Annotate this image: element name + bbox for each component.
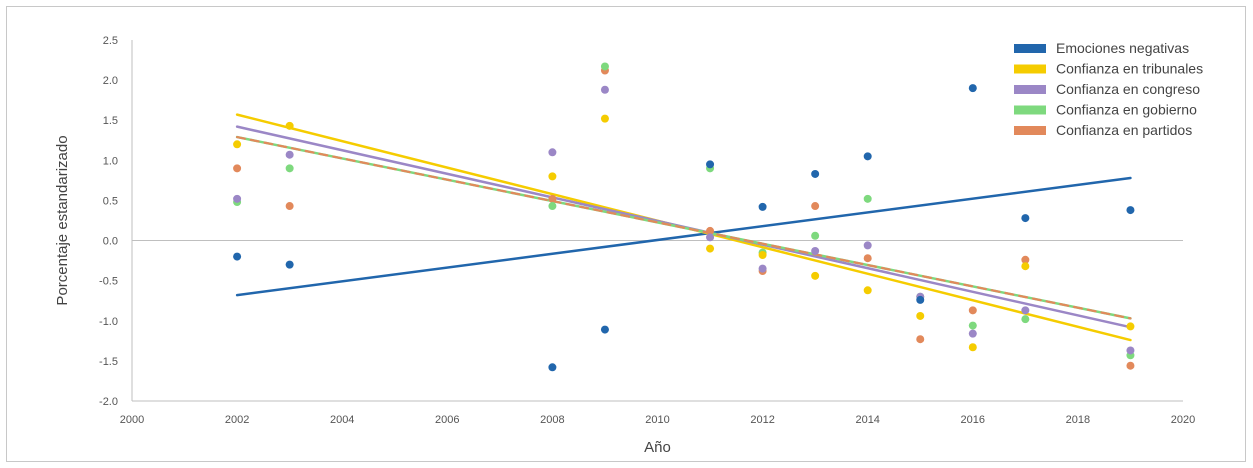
y-tick-label: 2.5 <box>103 35 118 47</box>
data-point <box>1021 262 1030 271</box>
x-tick-label: 2008 <box>540 414 564 426</box>
data-point <box>600 325 609 334</box>
trend-line <box>235 176 1132 297</box>
data-point <box>811 271 820 280</box>
x-tick-label: 2004 <box>330 414 354 426</box>
data-point <box>758 202 767 211</box>
data-point <box>1126 361 1135 370</box>
y-axis-label: Porcentaje estandarizado <box>54 135 71 305</box>
data-point <box>233 194 242 203</box>
legend-swatch <box>1014 64 1046 74</box>
data-point <box>916 295 925 304</box>
x-tick-label: 2012 <box>750 414 774 426</box>
data-point <box>706 233 715 242</box>
y-tick-label: -2.0 <box>99 396 118 408</box>
data-point <box>706 160 715 169</box>
y-tick-label: 0.5 <box>103 195 118 207</box>
y-tick-label: -1.5 <box>99 356 118 368</box>
data-point <box>968 306 977 315</box>
legend-swatch <box>1014 44 1046 53</box>
data-point <box>600 85 609 94</box>
data-point <box>1126 322 1135 331</box>
data-point <box>548 363 557 372</box>
data-point <box>548 202 557 211</box>
data-point <box>706 244 715 253</box>
x-axis-label: Año <box>644 439 671 456</box>
data-point <box>916 311 925 320</box>
data-point <box>285 164 294 173</box>
data-point <box>863 286 872 295</box>
trend-line <box>236 135 1132 320</box>
data-point <box>706 226 715 235</box>
y-tick-label: 2.0 <box>103 75 118 87</box>
data-point <box>811 169 820 178</box>
x-tick-label: 2016 <box>961 414 985 426</box>
data-point <box>758 250 767 259</box>
x-tick-label: 2000 <box>120 414 144 426</box>
data-point <box>1126 346 1135 355</box>
legend-label: Confianza en partidos <box>1056 122 1192 138</box>
x-tick-label: 2018 <box>1066 414 1090 426</box>
data-point <box>863 194 872 203</box>
legend-swatch <box>1014 126 1046 135</box>
legend-swatch <box>1014 105 1046 115</box>
data-point <box>863 241 872 250</box>
data-point <box>600 114 609 123</box>
data-point <box>1021 255 1030 264</box>
data-point <box>548 194 557 203</box>
data-point <box>285 260 294 269</box>
data-point <box>811 246 820 255</box>
data-point <box>1126 206 1135 215</box>
legend: Emociones negativas Confianza en tribunal… <box>1014 40 1203 138</box>
data-point <box>863 152 872 161</box>
x-tick-label: 2006 <box>435 414 459 426</box>
data-point <box>1021 214 1030 223</box>
data-point <box>233 140 242 149</box>
y-tick-label: 1.5 <box>103 115 118 127</box>
legend-swatch <box>1014 85 1046 94</box>
x-tick-label: 2002 <box>225 414 249 426</box>
data-point <box>968 321 977 330</box>
data-point <box>285 121 294 130</box>
data-point <box>548 148 557 157</box>
data-point <box>758 264 767 273</box>
legend-label: Confianza en gobierno <box>1056 102 1197 118</box>
data-point <box>968 329 977 338</box>
data-point <box>1021 306 1030 315</box>
data-point <box>600 62 609 71</box>
data-point <box>968 343 977 352</box>
data-point <box>548 172 557 181</box>
legend-label: Emociones negativas <box>1056 40 1189 56</box>
trend-lines <box>235 113 1132 342</box>
data-point <box>916 335 925 344</box>
data-point <box>811 231 820 240</box>
legend-label: Confianza en tribunales <box>1056 61 1203 77</box>
x-tick-label: 2010 <box>645 414 669 426</box>
data-point <box>968 84 977 93</box>
x-tick-label: 2020 <box>1171 414 1195 426</box>
data-point <box>233 252 242 261</box>
y-tick-label: -1.0 <box>99 316 118 328</box>
data-point <box>863 254 872 263</box>
data-point <box>1021 315 1030 324</box>
data-point <box>811 202 820 211</box>
y-tick-label: 1.0 <box>103 155 118 167</box>
y-tick-label: 0.0 <box>103 236 118 248</box>
data-point <box>285 150 294 159</box>
data-points <box>233 62 1135 372</box>
data-point <box>285 202 294 211</box>
chart-frame <box>6 6 1246 462</box>
legend-label: Confianza en congreso <box>1056 81 1200 97</box>
x-tick-label: 2014 <box>855 414 879 426</box>
data-point <box>233 164 242 173</box>
y-tick-label: -0.5 <box>99 276 118 288</box>
